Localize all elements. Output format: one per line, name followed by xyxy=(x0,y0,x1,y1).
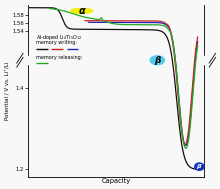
Text: β′: β′ xyxy=(196,164,202,169)
Ellipse shape xyxy=(71,9,93,13)
Y-axis label: Potential / V vs. Li⁺/Li: Potential / V vs. Li⁺/Li xyxy=(5,62,10,120)
Ellipse shape xyxy=(150,56,165,65)
Text: Al-doped Li$_4$Ti$_5$O$_{12}$: Al-doped Li$_4$Ti$_5$O$_{12}$ xyxy=(36,33,82,42)
Ellipse shape xyxy=(195,163,204,170)
Text: memory releasing:: memory releasing: xyxy=(36,55,83,60)
Text: memory writing:: memory writing: xyxy=(36,40,77,45)
Text: α: α xyxy=(78,6,85,16)
Text: β: β xyxy=(154,56,161,65)
X-axis label: Capacity: Capacity xyxy=(102,178,131,184)
